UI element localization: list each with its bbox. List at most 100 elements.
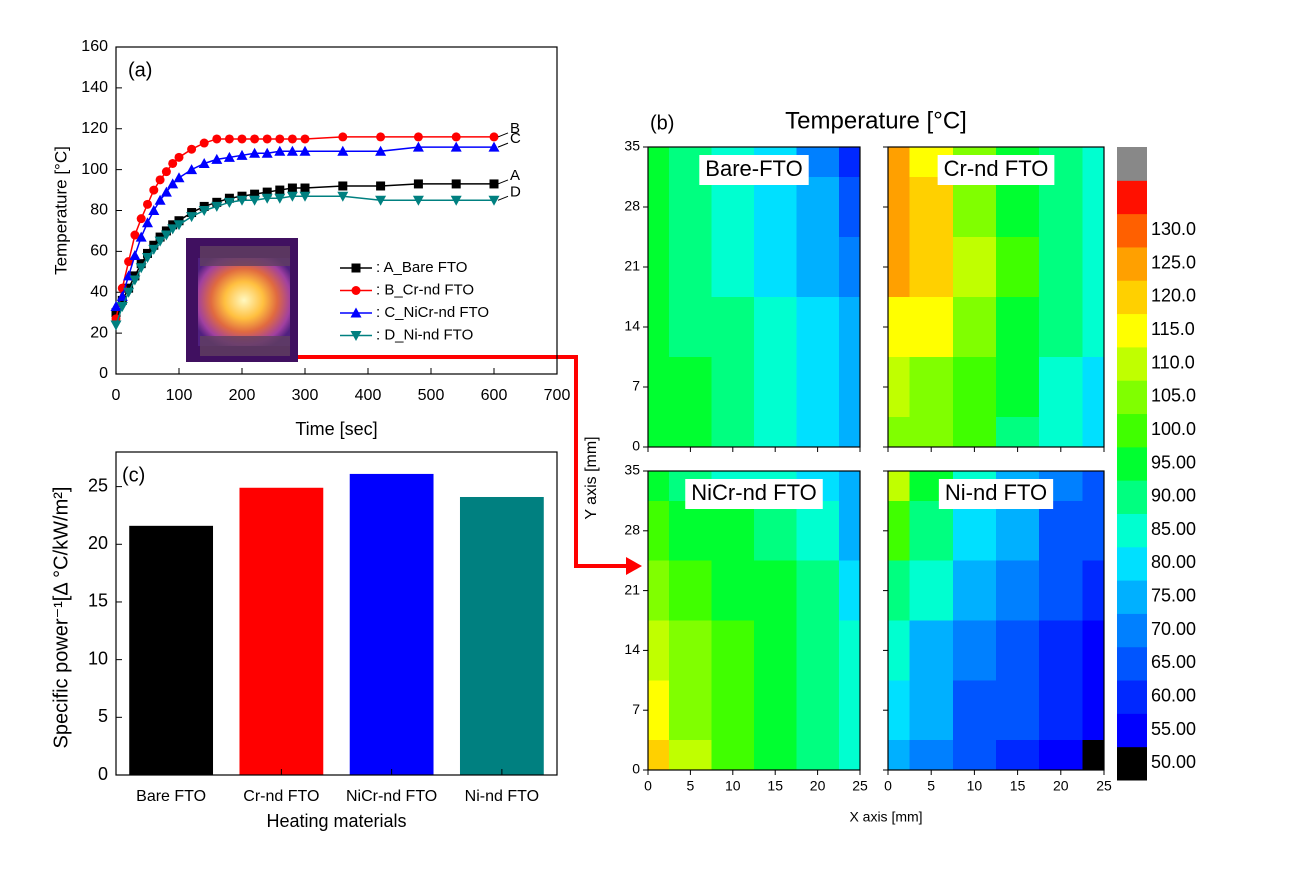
- colorbar-label: 125.0: [1151, 252, 1196, 272]
- marker: [413, 132, 423, 142]
- contour-cell: [952, 297, 996, 357]
- contour-cell: [669, 417, 712, 447]
- marker: [148, 244, 160, 255]
- contour-cell: [888, 620, 910, 681]
- marker: [412, 141, 424, 152]
- contour-cell: [952, 500, 996, 561]
- bar: [459, 496, 544, 775]
- contour-cell: [1039, 417, 1083, 447]
- marker: [129, 249, 141, 260]
- contour-cell: [909, 297, 953, 357]
- marker: [287, 183, 297, 193]
- marker: [211, 201, 223, 212]
- colorbar-label: 85.00: [1151, 519, 1196, 539]
- x-tick-label: 0: [112, 387, 121, 404]
- colorbar-label: 65.00: [1151, 652, 1196, 672]
- colorbar-band: [1117, 180, 1147, 215]
- contour-cell: [888, 680, 910, 741]
- marker: [237, 134, 247, 144]
- y-tick-label: 0: [632, 438, 640, 454]
- x-tick-label: 20: [1053, 778, 1069, 794]
- contour-cell: [1082, 297, 1104, 357]
- contour-cell: [1039, 237, 1083, 297]
- contour-cell: [796, 740, 839, 770]
- contour-cell: [909, 620, 953, 681]
- contour-cell: [796, 680, 839, 741]
- panel-name: Ni-nd FTO: [945, 480, 1047, 505]
- contour-cell: [1039, 357, 1083, 417]
- contour-cell: [648, 500, 670, 561]
- marker: [136, 214, 146, 224]
- panel-frame: [647, 470, 861, 771]
- contour-cell: [888, 560, 910, 621]
- bar: [349, 473, 434, 775]
- plot-frame: [115, 46, 558, 375]
- contour-cell: [796, 357, 839, 417]
- marker: [160, 230, 172, 241]
- panel-label: (a): [128, 59, 152, 81]
- marker: [111, 308, 121, 318]
- marker: [375, 145, 387, 156]
- marker: [249, 195, 261, 206]
- marker: [110, 320, 122, 331]
- end-label: A: [510, 167, 520, 184]
- y-tick-label: 60: [90, 243, 108, 260]
- y-tick-label: 28: [624, 522, 640, 538]
- colorbar-label: 100.0: [1151, 419, 1196, 439]
- contour-cell: [838, 740, 860, 770]
- y-tick-label: 35: [624, 462, 640, 478]
- y-axis-title: Specific power⁻¹[Δ °C/kW/m²]: [50, 487, 72, 749]
- marker: [130, 230, 140, 240]
- colorbar-label: 95.00: [1151, 452, 1196, 472]
- marker: [450, 141, 462, 152]
- y-tick-label: 7: [632, 378, 640, 394]
- x-tick-label: Ni-nd FTO: [465, 788, 539, 805]
- panel-name-box: [685, 479, 823, 509]
- contour-cell: [648, 740, 670, 770]
- y-tick-label: 80: [90, 202, 108, 219]
- marker: [186, 212, 198, 223]
- x-tick-label: 10: [725, 778, 741, 794]
- contour-cell: [711, 237, 754, 297]
- marker: [142, 217, 153, 228]
- y-tick-label: 120: [81, 120, 108, 137]
- y-tick-label: 15: [88, 591, 108, 611]
- inset-electrode: [200, 336, 290, 356]
- contour-cell: [796, 500, 839, 561]
- y-tick-label: 14: [624, 641, 640, 657]
- y-tick-label: 28: [624, 198, 640, 214]
- marker: [413, 179, 423, 189]
- x-tick-label: 20: [810, 778, 826, 794]
- colorbar-band: [1117, 313, 1147, 348]
- contour-cell: [1082, 680, 1104, 741]
- contour-cell: [669, 357, 712, 417]
- contour-cell: [796, 620, 839, 681]
- marker: [451, 179, 461, 189]
- marker: [261, 193, 273, 204]
- inset-heat: [198, 258, 290, 346]
- x-axis-title: Time [sec]: [295, 419, 377, 439]
- marker: [212, 134, 222, 144]
- contour-cell: [1082, 620, 1104, 681]
- contour-cell: [909, 357, 953, 417]
- contour-cell: [1082, 177, 1104, 237]
- marker: [160, 186, 172, 197]
- marker: [167, 224, 179, 235]
- marker: [275, 134, 285, 144]
- colorbar-band: [1117, 413, 1147, 448]
- contour-cell: [711, 680, 754, 741]
- y-tick-label: 40: [90, 283, 108, 300]
- contour-cell: [669, 177, 712, 237]
- marker: [116, 302, 128, 313]
- x-tick-label: 400: [355, 387, 382, 404]
- colorbar-band: [1117, 246, 1147, 281]
- marker: [187, 144, 197, 154]
- contour-cell: [669, 620, 712, 681]
- contour-cell: [754, 417, 797, 447]
- x-tick-label: 10: [967, 778, 983, 794]
- contour-cell: [669, 680, 712, 741]
- panel-name: NiCr-nd FTO: [691, 480, 817, 505]
- x-tick-label: 0: [884, 778, 892, 794]
- contour-cell: [1039, 560, 1083, 621]
- colorbar-band: [1117, 513, 1147, 548]
